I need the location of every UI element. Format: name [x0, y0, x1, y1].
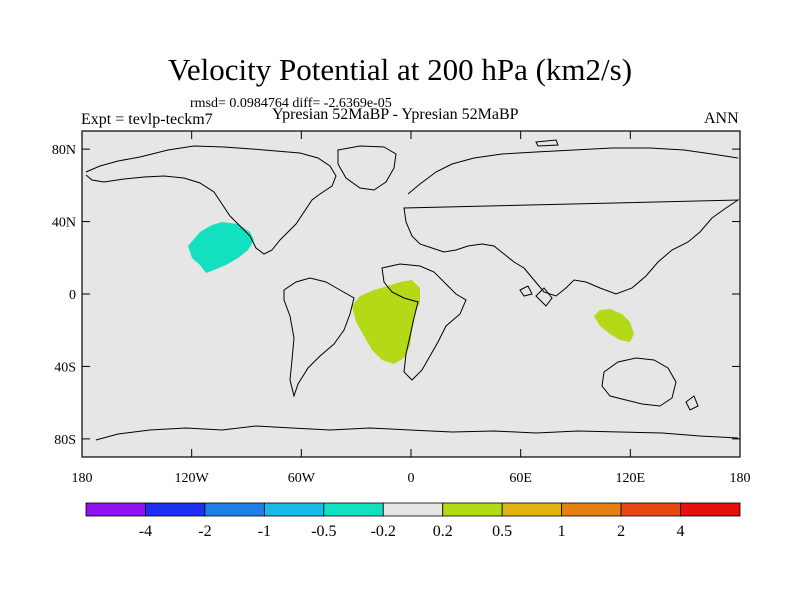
colorbar-label-1: -2	[198, 523, 211, 540]
coastline-islands	[519, 139, 699, 411]
map-title: Velocity Potential at 200 hPa (km2/s)	[167, 52, 633, 87]
colorbar-swatch-4	[323, 502, 384, 517]
x-tick-label-3: 0	[408, 471, 415, 486]
colorbar-swatch-5	[382, 502, 444, 517]
y-tick-label-0: 80N	[52, 143, 76, 158]
colorbar-swatch-8	[561, 502, 622, 517]
stats-label: rmsd= 0.0984764 diff= -2.6369e-05	[190, 96, 392, 111]
colorbar-label-3: -0.5	[311, 523, 336, 540]
colorbar-label-0: -4	[139, 523, 152, 540]
x-tick-label-4: 60E	[509, 471, 532, 486]
coastline-australia	[601, 357, 677, 407]
x-tick-label-5: 120E	[616, 471, 646, 486]
colorbar-label-7: 1	[558, 523, 566, 540]
colorbar-swatch-1	[145, 502, 206, 517]
negative-anomaly-pacific	[188, 222, 254, 273]
x-tick-label-0: 180	[72, 471, 93, 486]
y-tick-label-4: 80S	[54, 433, 76, 448]
center-label: Ypresian 52MaBP - Ypresian 52MaBP	[272, 106, 519, 123]
axis-ticks: 80N 40N 0 40S 80S 180 120W 60W 0 60E 120E 180	[52, 131, 751, 486]
positive-anomaly-indian-ocean	[594, 309, 634, 342]
colorbar-swatch-9	[620, 502, 681, 517]
colorbar-label-8: 2	[617, 523, 625, 540]
colorbar-swatch-3	[263, 502, 325, 517]
coastline-africa	[381, 263, 467, 381]
colorbar-swatch-6	[442, 502, 503, 517]
anomaly-regions	[188, 222, 634, 364]
colorbar-label-4: -0.2	[371, 523, 396, 540]
colorbar-swatch-10	[680, 502, 741, 517]
colorbar-label-2: -1	[258, 523, 271, 540]
colorbar-swatch-0	[85, 502, 146, 517]
colorbar: -4 -2 -1 -0.5 -0.2 0.2 0.5 1 2 4	[85, 502, 741, 540]
y-tick-label-2: 0	[69, 288, 76, 303]
x-tick-label-2: 60W	[288, 471, 316, 486]
coastline-eurasia	[403, 147, 740, 297]
x-tick-label-6: 180	[730, 471, 751, 486]
colorbar-label-5: 0.2	[433, 523, 453, 540]
experiment-label: Expt = tevlp-teckm7	[81, 111, 213, 128]
positive-anomaly-atlantic-africa	[352, 280, 420, 364]
season-label: ANN	[704, 110, 739, 127]
coastline-south-america	[283, 277, 355, 398]
coastline-greenland	[337, 145, 397, 191]
coastline-antarctica	[95, 425, 739, 441]
y-tick-label-3: 40S	[54, 360, 76, 375]
colorbar-swatch-7	[501, 502, 563, 517]
coastline-north-america	[85, 145, 337, 255]
colorbar-label-9: 4	[677, 523, 685, 540]
x-tick-label-1: 120W	[175, 471, 210, 486]
colorbar-label-6: 0.5	[492, 523, 512, 540]
coastlines	[85, 139, 740, 441]
y-tick-label-1: 40N	[52, 216, 76, 231]
colorbar-swatch-2	[204, 502, 265, 517]
